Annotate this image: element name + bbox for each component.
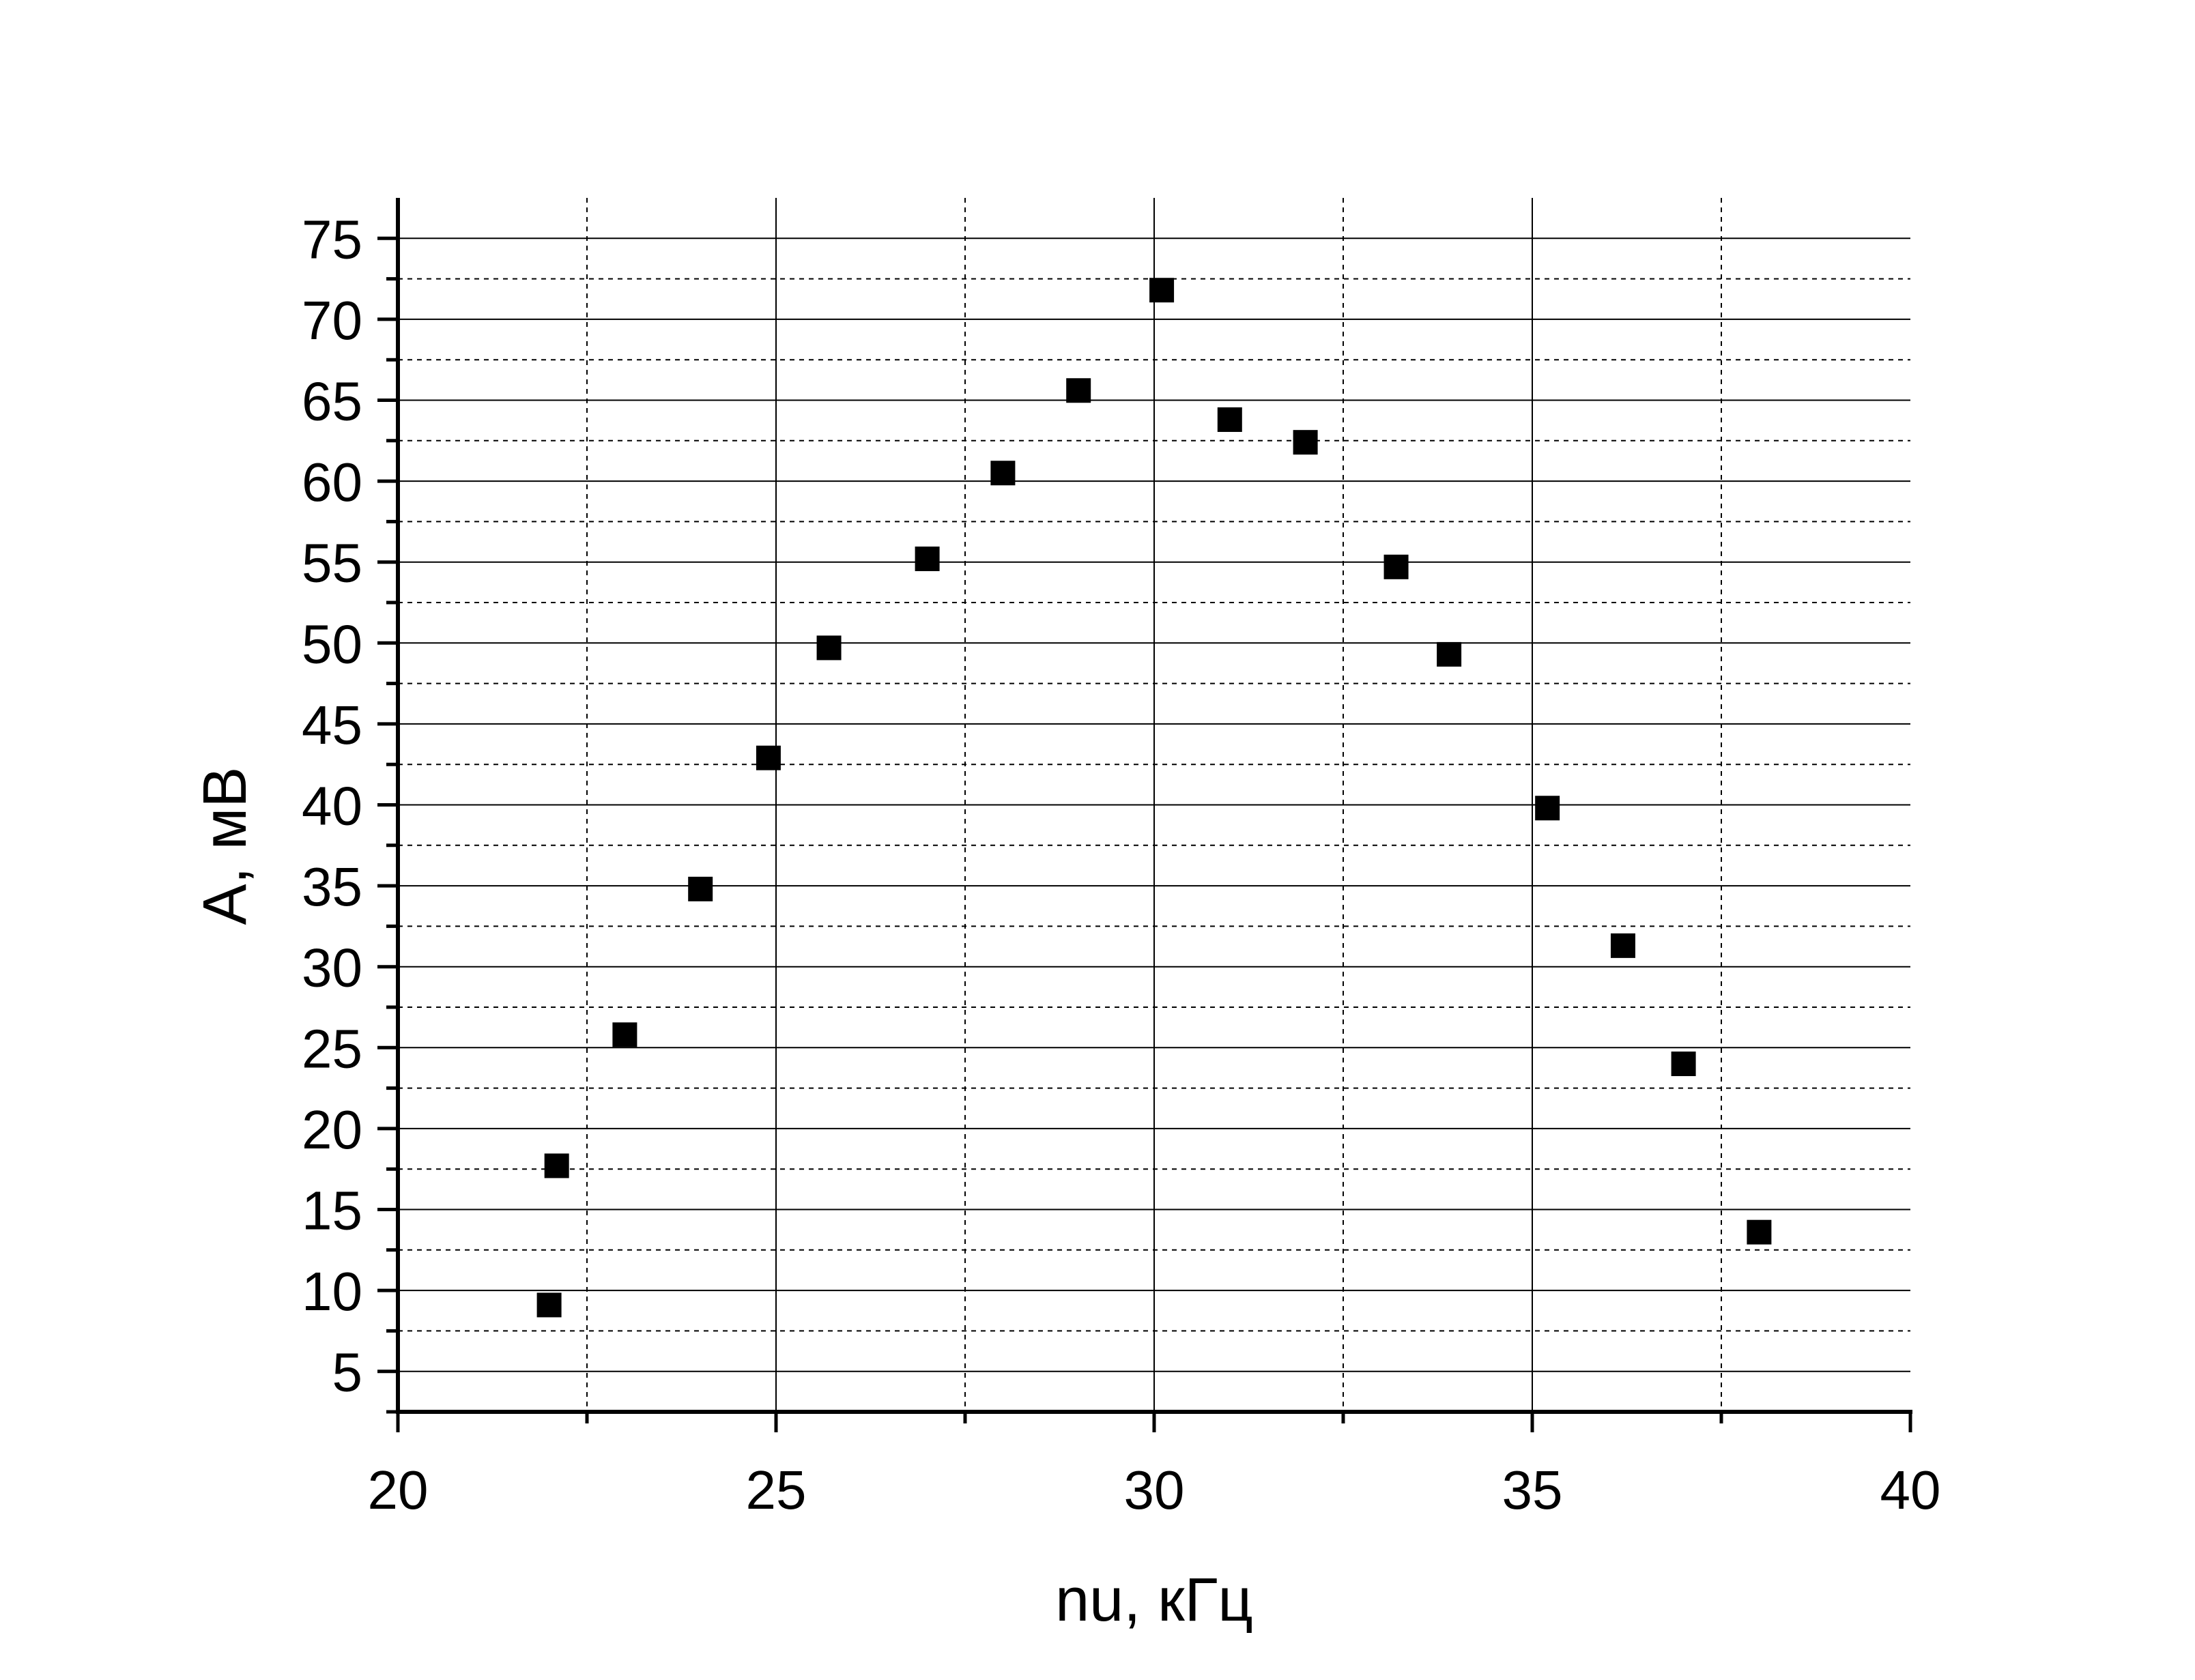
y-tick-label: 60 bbox=[302, 452, 362, 512]
data-point bbox=[816, 635, 842, 661]
y-tick-label: 35 bbox=[302, 856, 362, 917]
y-axis-title: A, мВ bbox=[191, 767, 259, 925]
y-tick-label: 10 bbox=[302, 1261, 362, 1322]
grid bbox=[398, 198, 1910, 1412]
data-point bbox=[1747, 1219, 1772, 1245]
y-tick-label: 40 bbox=[302, 776, 362, 837]
y-tick-label: 50 bbox=[302, 613, 362, 674]
y-tick-label: 30 bbox=[302, 938, 362, 998]
data-point bbox=[1383, 554, 1409, 579]
data-point bbox=[1293, 430, 1318, 455]
data-point bbox=[1535, 796, 1560, 821]
y-tick-label: 55 bbox=[302, 533, 362, 594]
x-tick-label: 30 bbox=[1124, 1460, 1185, 1520]
data-point bbox=[1671, 1052, 1696, 1077]
data-point bbox=[1610, 933, 1635, 958]
y-tick-label: 45 bbox=[302, 695, 362, 755]
y-tick-label: 15 bbox=[302, 1181, 362, 1241]
x-tick-label: 20 bbox=[368, 1460, 429, 1520]
data-point bbox=[756, 745, 781, 770]
data-point bbox=[1149, 278, 1175, 303]
y-tick-label: 20 bbox=[302, 1099, 362, 1160]
data-point bbox=[544, 1153, 569, 1178]
data-point bbox=[1217, 407, 1242, 432]
y-tick-label: 25 bbox=[302, 1018, 362, 1079]
y-axis-ticks: 5 10 15 20 25 30 35 40 45 50 55 60 65 70 75 bbox=[302, 209, 398, 1414]
data-point bbox=[1437, 641, 1462, 667]
data-point bbox=[612, 1022, 637, 1047]
x-axis-ticks: 20 25 30 35 40 bbox=[368, 1412, 1941, 1520]
x-axis-title: nu, кГц bbox=[1055, 1566, 1253, 1634]
data-point bbox=[915, 546, 940, 571]
data-point bbox=[536, 1292, 562, 1318]
y-tick-label: 65 bbox=[302, 371, 362, 432]
x-tick-label: 25 bbox=[746, 1460, 807, 1520]
x-tick-label: 40 bbox=[1880, 1460, 1941, 1520]
x-tick-label: 35 bbox=[1502, 1460, 1563, 1520]
y-tick-label: 5 bbox=[332, 1342, 363, 1403]
data-point bbox=[990, 461, 1016, 486]
y-tick-label: 70 bbox=[302, 290, 362, 351]
data-points bbox=[536, 278, 1772, 1318]
data-point bbox=[1066, 378, 1091, 403]
y-tick-label: 75 bbox=[302, 209, 362, 270]
data-point bbox=[688, 876, 713, 901]
